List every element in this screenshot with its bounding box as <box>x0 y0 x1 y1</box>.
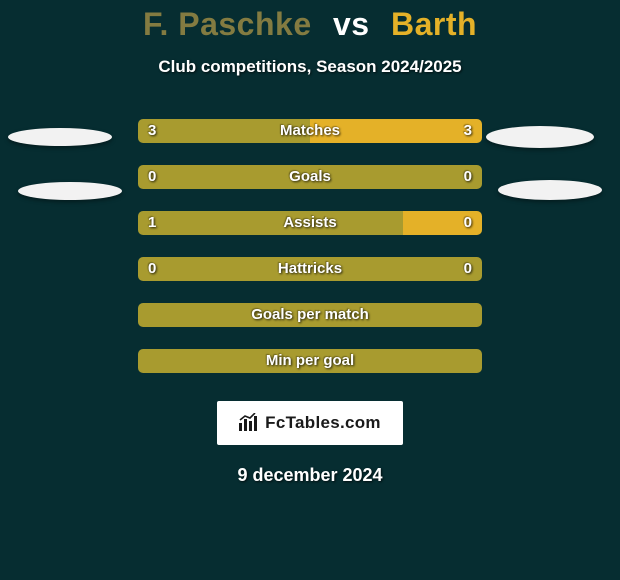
stat-value-right: 3 <box>464 119 472 143</box>
stat-row: Goals0 0 <box>0 165 620 189</box>
stat-label: Matches <box>138 119 482 143</box>
logo-text: FcTables.com <box>265 413 381 432</box>
stat-value-left: 0 <box>148 257 156 281</box>
stat-label: Goals <box>138 165 482 189</box>
stat-value-left: 0 <box>148 165 156 189</box>
stat-label: Min per goal <box>138 349 482 373</box>
stat-value-left: 3 <box>148 119 156 143</box>
page-title: F. Paschke vs Barth <box>0 0 620 43</box>
stat-label: Assists <box>138 211 482 235</box>
comparison-infographic: F. Paschke vs Barth Club competitions, S… <box>0 0 620 580</box>
stat-value-left: 1 <box>148 211 156 235</box>
title-vs: vs <box>333 6 370 42</box>
stat-rows: Matches33Goals00Assists10Hattricks00Goal… <box>0 119 620 373</box>
stat-label: Goals per match <box>138 303 482 327</box>
stat-row: Matches3 3 <box>0 119 620 143</box>
title-player2: Barth <box>391 6 477 42</box>
stat-label: Hattricks <box>138 257 482 281</box>
chart-icon <box>239 413 259 431</box>
title-player1: F. Paschke <box>143 6 312 42</box>
date-text: 9 december 2024 <box>0 465 620 486</box>
stat-row: Assists1 0 <box>0 211 620 235</box>
stat-row: Hattricks0 0 <box>0 257 620 281</box>
subtitle: Club competitions, Season 2024/2025 <box>0 57 620 77</box>
stat-value-right: 0 <box>464 211 472 235</box>
stat-row: Min per goal <box>0 349 620 373</box>
source-logo: FcTables.com <box>217 401 403 445</box>
stat-value-right: 0 <box>464 257 472 281</box>
stat-row: Goals per match <box>0 303 620 327</box>
stat-value-right: 0 <box>464 165 472 189</box>
